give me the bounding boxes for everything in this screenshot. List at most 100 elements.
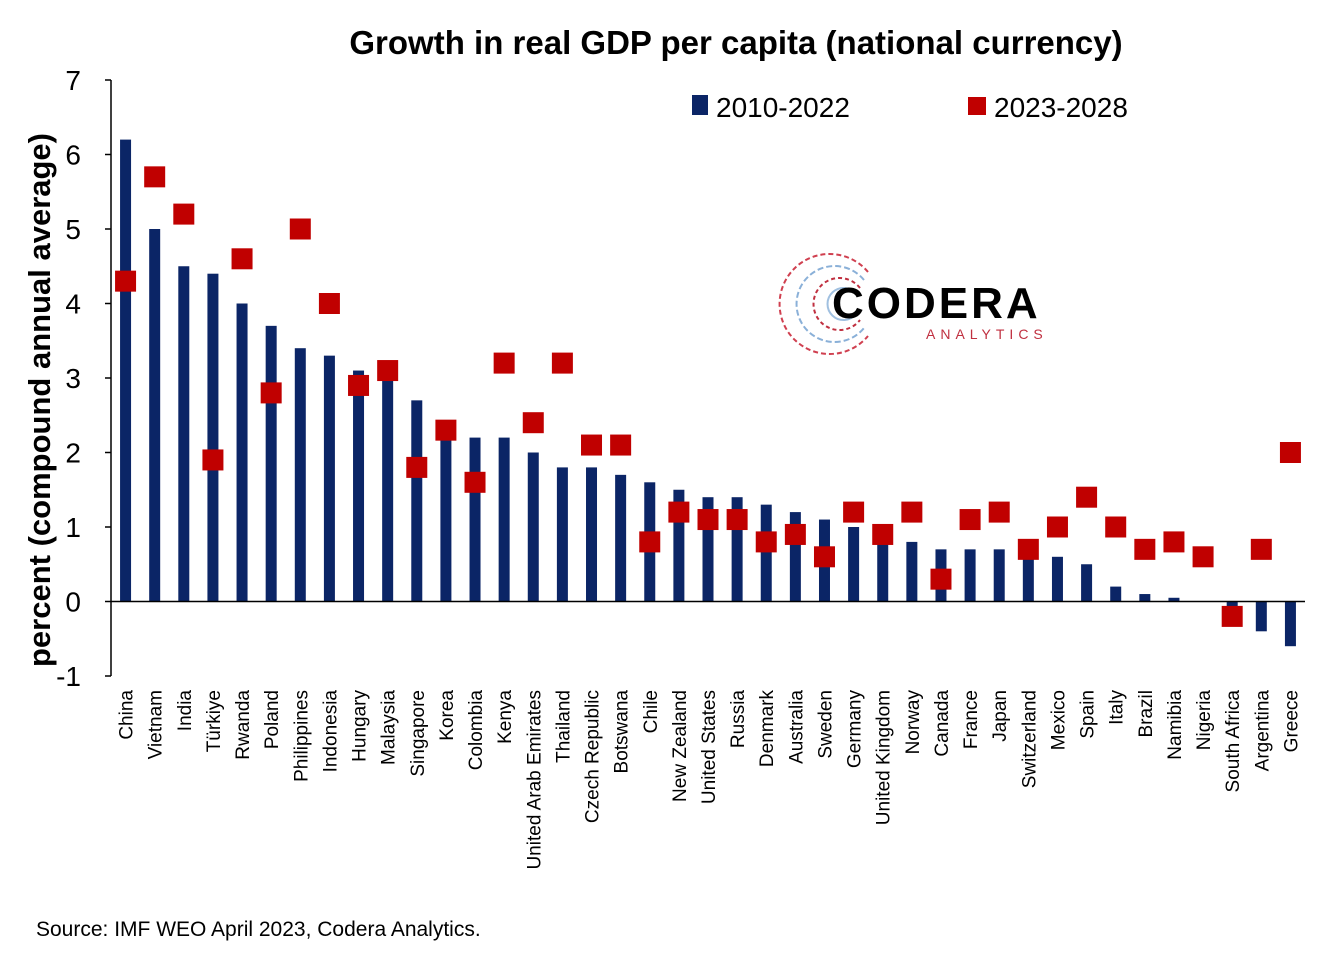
bar <box>848 527 860 602</box>
plot-area: -1 0 1 2 3 4 5 6 7 China Vietnam India Türkiye Rwanda… <box>56 65 1305 870</box>
x-tick-label: United States <box>699 690 720 804</box>
marker <box>1163 531 1185 553</box>
marker <box>930 568 952 590</box>
x-tick-label: Philippines <box>291 690 312 782</box>
bar <box>760 504 772 602</box>
x-tick-label: Russia <box>728 690 749 749</box>
x-tick-label: Australia <box>786 690 807 764</box>
legend-label-2023-2028: 2023-2028 <box>994 92 1128 123</box>
bar <box>149 229 161 602</box>
marker <box>610 434 632 456</box>
x-tick-label: Denmark <box>757 690 778 768</box>
marker <box>813 546 835 568</box>
bar <box>556 467 568 602</box>
x-tick-label: India <box>175 690 196 732</box>
x-tick-label: Kenya <box>495 690 516 744</box>
x-tick-label: South Africa <box>1223 690 1244 793</box>
bar <box>440 430 452 602</box>
y-tick-label: 2 <box>65 438 81 469</box>
x-tick-label: Singapore <box>408 690 429 777</box>
legend-swatch-bar <box>692 95 708 115</box>
source-note: Source: IMF WEO April 2023, Codera Analy… <box>36 918 481 941</box>
x-tick-label: Japan <box>990 690 1011 742</box>
x-tick-label: Colombia <box>466 690 487 771</box>
marker <box>289 218 311 240</box>
marker <box>348 374 370 396</box>
marker <box>988 501 1010 523</box>
bar <box>411 400 423 602</box>
bar <box>323 355 335 602</box>
marker <box>1046 516 1068 538</box>
x-tick-label: Brazil <box>1136 690 1157 738</box>
x-tick-label: Vietnam <box>146 690 167 759</box>
x-tick-label: Türkiye <box>204 690 225 752</box>
x-tick-label: Greece <box>1281 690 1302 752</box>
bar <box>964 549 976 602</box>
marker <box>464 471 486 493</box>
logo-swirl-icon <box>778 253 869 355</box>
x-tick-label: United Kingdom <box>874 690 895 825</box>
x-tick-label: Argentina <box>1252 690 1273 772</box>
x-tick-label: Thailand <box>553 690 574 763</box>
y-tick-label: 6 <box>65 140 81 171</box>
bar <box>1255 601 1267 632</box>
marker <box>755 531 777 553</box>
bar <box>527 452 539 602</box>
x-tick-label: Czech Republic <box>583 690 604 823</box>
x-tick-label: Korea <box>437 690 458 741</box>
bar <box>294 348 306 602</box>
marker <box>522 412 544 434</box>
x-tick-label: Poland <box>262 690 283 749</box>
marker <box>435 419 457 441</box>
legend-label-2010-2022: 2010-2022 <box>716 92 850 123</box>
bar <box>1284 601 1296 647</box>
bar <box>877 541 889 602</box>
x-tick-label: Rwanda <box>233 690 254 760</box>
y-tick-label: 7 <box>65 65 81 96</box>
x-tick-label: Mexico <box>1048 690 1069 750</box>
bar <box>1022 556 1034 602</box>
bar <box>178 266 190 602</box>
marker <box>406 456 428 478</box>
y-tick-label: -1 <box>56 661 81 692</box>
bar <box>1110 586 1122 602</box>
y-tick-label: 4 <box>65 289 81 320</box>
bar <box>586 467 598 602</box>
y-tick-label: 5 <box>65 214 81 245</box>
marker <box>959 509 981 531</box>
bar <box>265 325 277 602</box>
bar <box>731 497 743 602</box>
marker <box>144 166 166 188</box>
bar <box>673 489 685 602</box>
marker <box>1221 605 1243 627</box>
bar <box>498 437 510 602</box>
bar <box>1051 556 1063 602</box>
bar <box>207 273 219 602</box>
marker <box>318 293 340 314</box>
marker <box>1105 516 1127 538</box>
bar <box>120 139 132 602</box>
legend: 2010-2022 2023-2028 <box>692 92 1128 123</box>
logo-wordmark: CODERA <box>832 279 1041 328</box>
marker <box>726 509 748 531</box>
marker <box>872 523 894 545</box>
x-tick-label: Hungary <box>350 690 371 762</box>
bar <box>906 541 918 602</box>
marker <box>668 501 690 523</box>
bar <box>1168 597 1180 602</box>
bar <box>1139 594 1151 602</box>
bar <box>615 474 627 602</box>
marker <box>260 382 282 404</box>
marker <box>1134 538 1156 560</box>
x-tick-label: Malaysia <box>379 690 400 765</box>
bar <box>469 437 481 602</box>
marker <box>581 434 603 456</box>
x-tick-label: France <box>961 690 982 749</box>
marker <box>173 203 195 225</box>
y-tick-label: 0 <box>65 587 81 618</box>
x-tick-label: Canada <box>932 690 953 757</box>
marker <box>493 352 515 374</box>
bar <box>702 497 714 602</box>
x-tick-label: Italy <box>1107 690 1128 725</box>
